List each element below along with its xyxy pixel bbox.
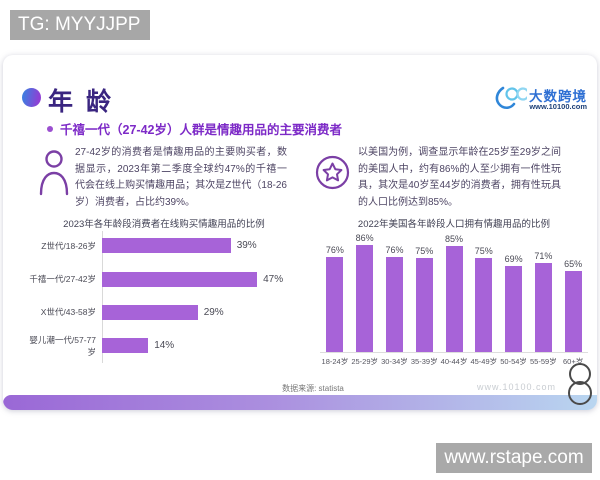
slide-card: 年 龄 千禧一代（27-42岁）人群是情趣用品的主要消费者 大数跨境 www.1… — [3, 55, 597, 410]
bar-category-label: 50-54岁 — [500, 357, 527, 366]
bar — [326, 257, 344, 352]
bar-category-label: 35-39岁 — [410, 357, 438, 366]
left-chart-title: 2023年各年龄段消费者在线购买情趣用品的比例 — [63, 219, 265, 230]
bar — [475, 258, 493, 352]
bar-column: 76% — [320, 228, 350, 352]
bar-column: 86% — [350, 228, 380, 352]
bar-row: 千禧一代/27-42岁 47% — [28, 262, 300, 295]
logo-name: 大数跨境 — [529, 89, 587, 104]
bar — [356, 244, 374, 352]
eight-circles-watermark-icon — [568, 363, 592, 405]
bar — [445, 245, 463, 352]
bar-value-label: 76% — [385, 245, 404, 255]
bar-value-label: 71% — [534, 251, 553, 262]
bar — [385, 257, 403, 352]
right-chart-category-labels: 18-24岁 25-29岁 30-34岁 35-39岁 40-44岁 45-49岁 50-5… — [320, 356, 588, 367]
bar — [102, 304, 198, 320]
insight-text-right: 以美国为例，调查显示年龄在25岁至29岁之间的美国人中，约有86%的人至少拥有一… — [358, 147, 561, 208]
person-icon — [39, 150, 69, 196]
bar — [534, 263, 552, 352]
bar-category-label: X世代/43-58岁 — [40, 307, 96, 318]
bar — [415, 258, 433, 352]
gradient-dot-icon — [22, 88, 41, 107]
page-title: 年 龄 — [48, 88, 114, 116]
bar-category-label: 婴儿潮一代/57-77岁 — [29, 334, 96, 357]
bar-category-label: 55-59岁 — [530, 357, 557, 366]
bar-column: 75% — [469, 228, 499, 352]
star-icon — [315, 155, 350, 190]
bar-category-label: 25-29岁 — [351, 357, 379, 366]
bar-category-label: 60+岁 — [563, 357, 584, 366]
right-chart-bars: 76% 86% 76% 75% 85% 75% 69% 71% 65% — [320, 228, 588, 353]
bar — [102, 238, 231, 254]
bar-value-label: 85% — [445, 233, 464, 244]
right-chart-title: 2022年美国各年龄段人口拥有情趣用品的比例 — [357, 219, 551, 230]
key-finding-headline: 千禧一代（27-42岁）人群是情趣用品的主要消费者 — [60, 123, 342, 137]
bar-column: 76% — [380, 228, 410, 352]
bar-row: 婴儿潮一代/57-77岁 14% — [28, 329, 300, 362]
bar-row: Z世代/18-26岁 39% — [28, 229, 300, 262]
left-chart-axis-line — [102, 231, 103, 363]
bar — [564, 270, 582, 352]
bar-category-label: 18-24岁 — [321, 357, 349, 366]
site-watermark: www.rstape.com — [436, 443, 592, 473]
bar-value-label: 75% — [474, 246, 493, 257]
brand-logo: 大数跨境 www.10100.com — [495, 82, 591, 116]
bar-value-label: 86% — [355, 232, 374, 243]
bar-column: 65% — [558, 228, 588, 352]
bullet-dot-icon — [47, 126, 53, 132]
bar — [102, 271, 258, 287]
bar-column: 71% — [528, 228, 558, 352]
bar-category-label: 45-49岁 — [470, 357, 498, 366]
watermark-10100: www.10100.com — [477, 382, 557, 392]
logo-100-icon — [495, 86, 527, 110]
bar-row: X世代/43-58岁 29% — [28, 296, 300, 329]
chart-ownership-by-age: 2022年美国各年龄段人口拥有情趣用品的比例 76% 86% 76% 75% 85% 75… — [320, 216, 588, 376]
bar — [505, 265, 523, 352]
bar-column: 69% — [499, 228, 529, 352]
bar-value-label: 75% — [415, 246, 434, 257]
logo-url: www.10100.com — [529, 102, 587, 111]
bar-category-label: 30-34岁 — [381, 357, 408, 366]
bar-value-label: 65% — [564, 258, 583, 269]
insight-text-left: 27-42岁的消费者是情趣用品的主要购买者，数据显示，2023年第二季度全球约4… — [75, 147, 287, 208]
left-chart-bars: Z世代/18-26岁 39% 千禧一代/27-42岁 47% X世代/43-58岁 29%… — [28, 229, 300, 363]
bar-value-label: 47% — [263, 273, 284, 285]
bar-value-label: 39% — [236, 240, 257, 252]
data-source-note: 数据来源: statista — [282, 384, 344, 393]
bar-category-label: Z世代/18-26岁 — [41, 240, 96, 251]
bar-value-label: 76% — [325, 245, 344, 255]
bar-value-label: 69% — [504, 253, 523, 264]
bar-category-label: 40-44岁 — [440, 357, 468, 366]
tg-tag-overlay: TG: MYYJJPP — [10, 10, 150, 40]
bottom-gradient-bar — [3, 395, 597, 410]
bar-column: 75% — [409, 228, 439, 352]
bar-value-label: 14% — [154, 340, 175, 352]
bar — [102, 338, 149, 354]
bar-category-label: 千禧一代/27-42岁 — [29, 274, 96, 285]
bar-value-label: 29% — [203, 306, 224, 318]
bar-column: 85% — [439, 228, 469, 352]
chart-online-purchase-by-age: 2023年各年龄段消费者在线购买情趣用品的比例 Z世代/18-26岁 39% 千禧一… — [28, 216, 300, 376]
